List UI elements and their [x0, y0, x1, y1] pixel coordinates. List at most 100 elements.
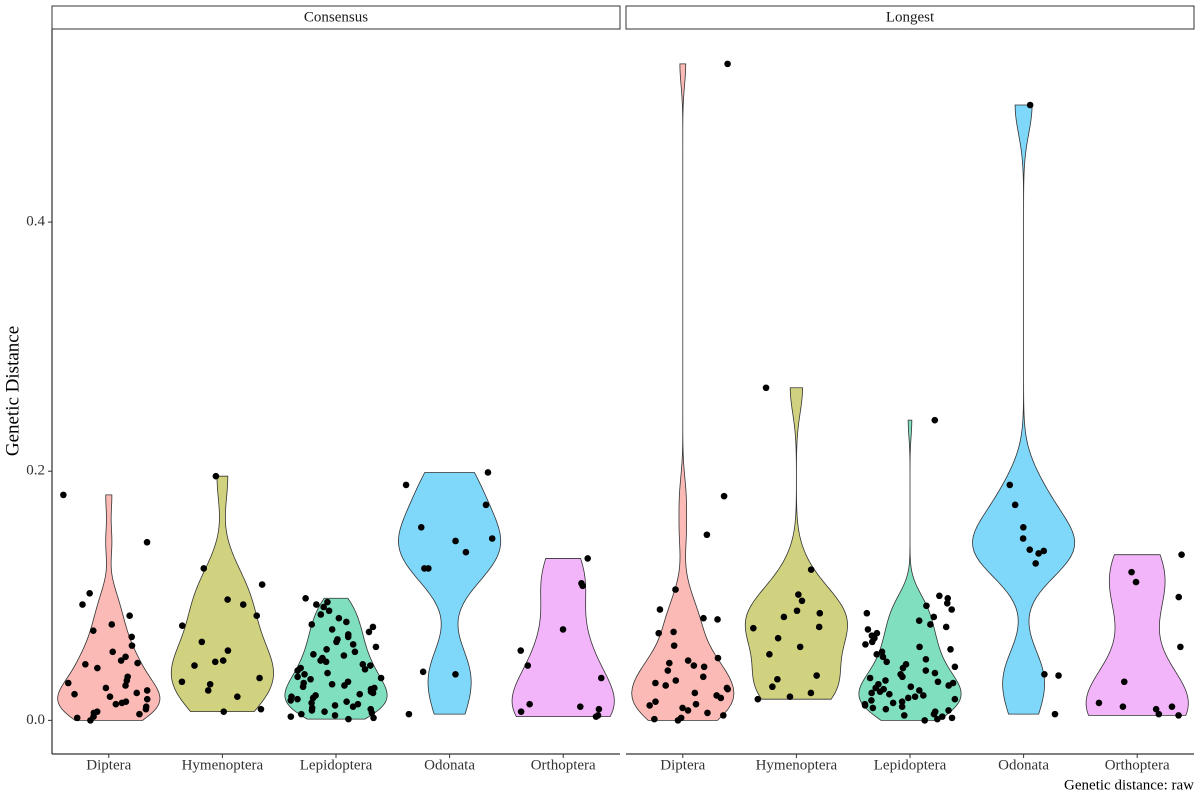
data-point [204, 687, 212, 694]
data-point [178, 622, 186, 629]
data-point [672, 586, 679, 593]
y-axis-title: Genetic Distance [2, 326, 23, 456]
data-point [402, 481, 410, 489]
strip-label: Longest [886, 9, 935, 25]
data-point [930, 710, 938, 718]
data-point [462, 548, 470, 556]
data-point [109, 648, 116, 656]
data-point [323, 646, 330, 653]
data-point [142, 705, 150, 713]
data-point [915, 617, 923, 625]
data-point [73, 714, 81, 722]
data-point [317, 657, 324, 664]
data-point [899, 664, 907, 672]
data-point [923, 602, 930, 610]
data-point [780, 613, 788, 621]
data-point [652, 698, 659, 705]
x-tick-label: Hymenoptera [756, 757, 838, 773]
data-point [60, 491, 67, 499]
data-point [704, 709, 711, 717]
data-point [308, 699, 315, 707]
violin [398, 472, 502, 715]
violin [858, 419, 962, 721]
x-tick-label: Diptera [660, 757, 705, 773]
data-point [1006, 481, 1014, 489]
data-point [699, 673, 707, 681]
data-point [813, 672, 820, 679]
data-point [931, 669, 939, 677]
data-point [301, 670, 308, 678]
data-point [597, 674, 605, 682]
data-point [934, 715, 941, 723]
data-point [873, 629, 881, 637]
data-point [294, 673, 301, 681]
data-point [310, 651, 317, 658]
data-point [883, 658, 890, 666]
data-point [869, 704, 877, 712]
violin [511, 558, 615, 718]
data-point [936, 592, 943, 600]
data-point [672, 677, 680, 684]
data-point [793, 607, 801, 615]
data-point [517, 708, 525, 715]
data-point [873, 651, 881, 658]
data-point [1119, 703, 1127, 710]
data-point [1128, 568, 1135, 576]
caption: Genetic distance: raw [1064, 777, 1194, 793]
data-point [343, 618, 350, 626]
data-point [943, 599, 951, 607]
x-tick-label: Orthoptera [1105, 757, 1170, 773]
data-point [762, 384, 770, 392]
data-point [524, 662, 532, 669]
data-point [774, 675, 781, 683]
data-point [328, 626, 336, 633]
data-point [198, 638, 206, 646]
data-point [128, 633, 136, 641]
data-point [370, 714, 377, 722]
data-point [419, 668, 427, 676]
data-point [258, 581, 266, 588]
data-point [287, 697, 295, 704]
data-point [134, 659, 141, 667]
data-point [356, 690, 364, 698]
data-point [344, 633, 352, 641]
data-point [212, 472, 220, 480]
data-point [930, 613, 938, 621]
data-point [674, 717, 682, 724]
data-point [309, 694, 317, 702]
data-point [807, 566, 815, 573]
data-point [665, 659, 673, 667]
data-point [795, 591, 802, 598]
data-point [921, 717, 929, 724]
data-point [1152, 705, 1160, 713]
data-point [868, 638, 876, 646]
data-point [774, 634, 782, 642]
data-point [299, 683, 307, 691]
data-point [816, 609, 824, 617]
data-point [118, 699, 126, 707]
y-tick-label: 0.0 [26, 712, 45, 728]
data-point [882, 705, 890, 713]
data-point [868, 689, 875, 697]
data-point [211, 658, 219, 666]
data-point [920, 692, 927, 699]
data-point [1178, 551, 1185, 558]
data-point [143, 687, 151, 694]
data-point [298, 710, 305, 718]
data-point [365, 628, 373, 636]
data-point [646, 702, 653, 709]
data-point [1095, 699, 1103, 707]
data-point [331, 712, 339, 719]
data-point [864, 626, 872, 633]
data-point [592, 713, 600, 720]
data-point [517, 647, 525, 654]
y-tick-label: 0.4 [26, 214, 45, 230]
data-point [684, 657, 692, 664]
data-point [1020, 523, 1027, 531]
data-point [656, 606, 664, 613]
data-point [938, 713, 946, 720]
data-point [786, 693, 794, 700]
data-point [331, 702, 339, 709]
data-point [369, 689, 377, 697]
